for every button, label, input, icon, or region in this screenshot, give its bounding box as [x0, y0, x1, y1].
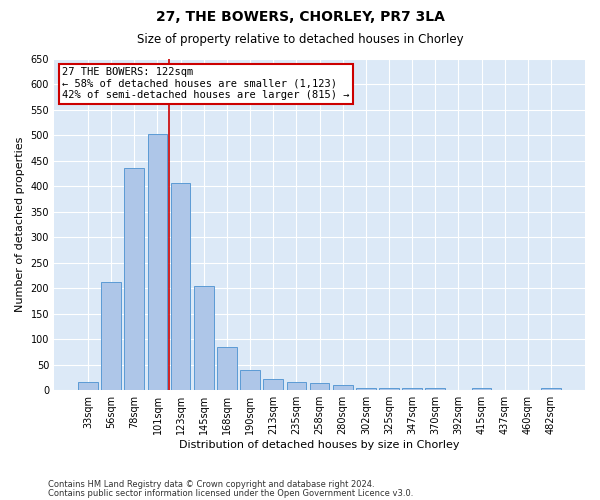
Bar	[171, 183, 190, 390]
Bar	[148, 134, 167, 390]
Text: 27 THE BOWERS: 122sqm
← 58% of detached houses are smaller (1,123)
42% of semi-d: 27 THE BOWERS: 122sqm ← 58% of detached …	[62, 68, 350, 100]
Bar	[217, 347, 237, 390]
Bar	[78, 382, 98, 390]
Bar	[402, 388, 422, 390]
Bar	[310, 382, 329, 390]
Text: 27, THE BOWERS, CHORLEY, PR7 3LA: 27, THE BOWERS, CHORLEY, PR7 3LA	[155, 10, 445, 24]
Bar	[101, 282, 121, 390]
Bar	[194, 286, 214, 390]
Text: Size of property relative to detached houses in Chorley: Size of property relative to detached ho…	[137, 32, 463, 46]
X-axis label: Distribution of detached houses by size in Chorley: Distribution of detached houses by size …	[179, 440, 460, 450]
Text: Contains HM Land Registry data © Crown copyright and database right 2024.: Contains HM Land Registry data © Crown c…	[48, 480, 374, 489]
Y-axis label: Number of detached properties: Number of detached properties	[15, 137, 25, 312]
Bar	[124, 168, 144, 390]
Text: Contains public sector information licensed under the Open Government Licence v3: Contains public sector information licen…	[48, 488, 413, 498]
Bar	[472, 388, 491, 390]
Bar	[541, 388, 561, 390]
Bar	[263, 379, 283, 390]
Bar	[287, 382, 306, 390]
Bar	[240, 370, 260, 390]
Bar	[356, 388, 376, 390]
Bar	[379, 388, 399, 390]
Bar	[333, 385, 353, 390]
Bar	[425, 388, 445, 390]
